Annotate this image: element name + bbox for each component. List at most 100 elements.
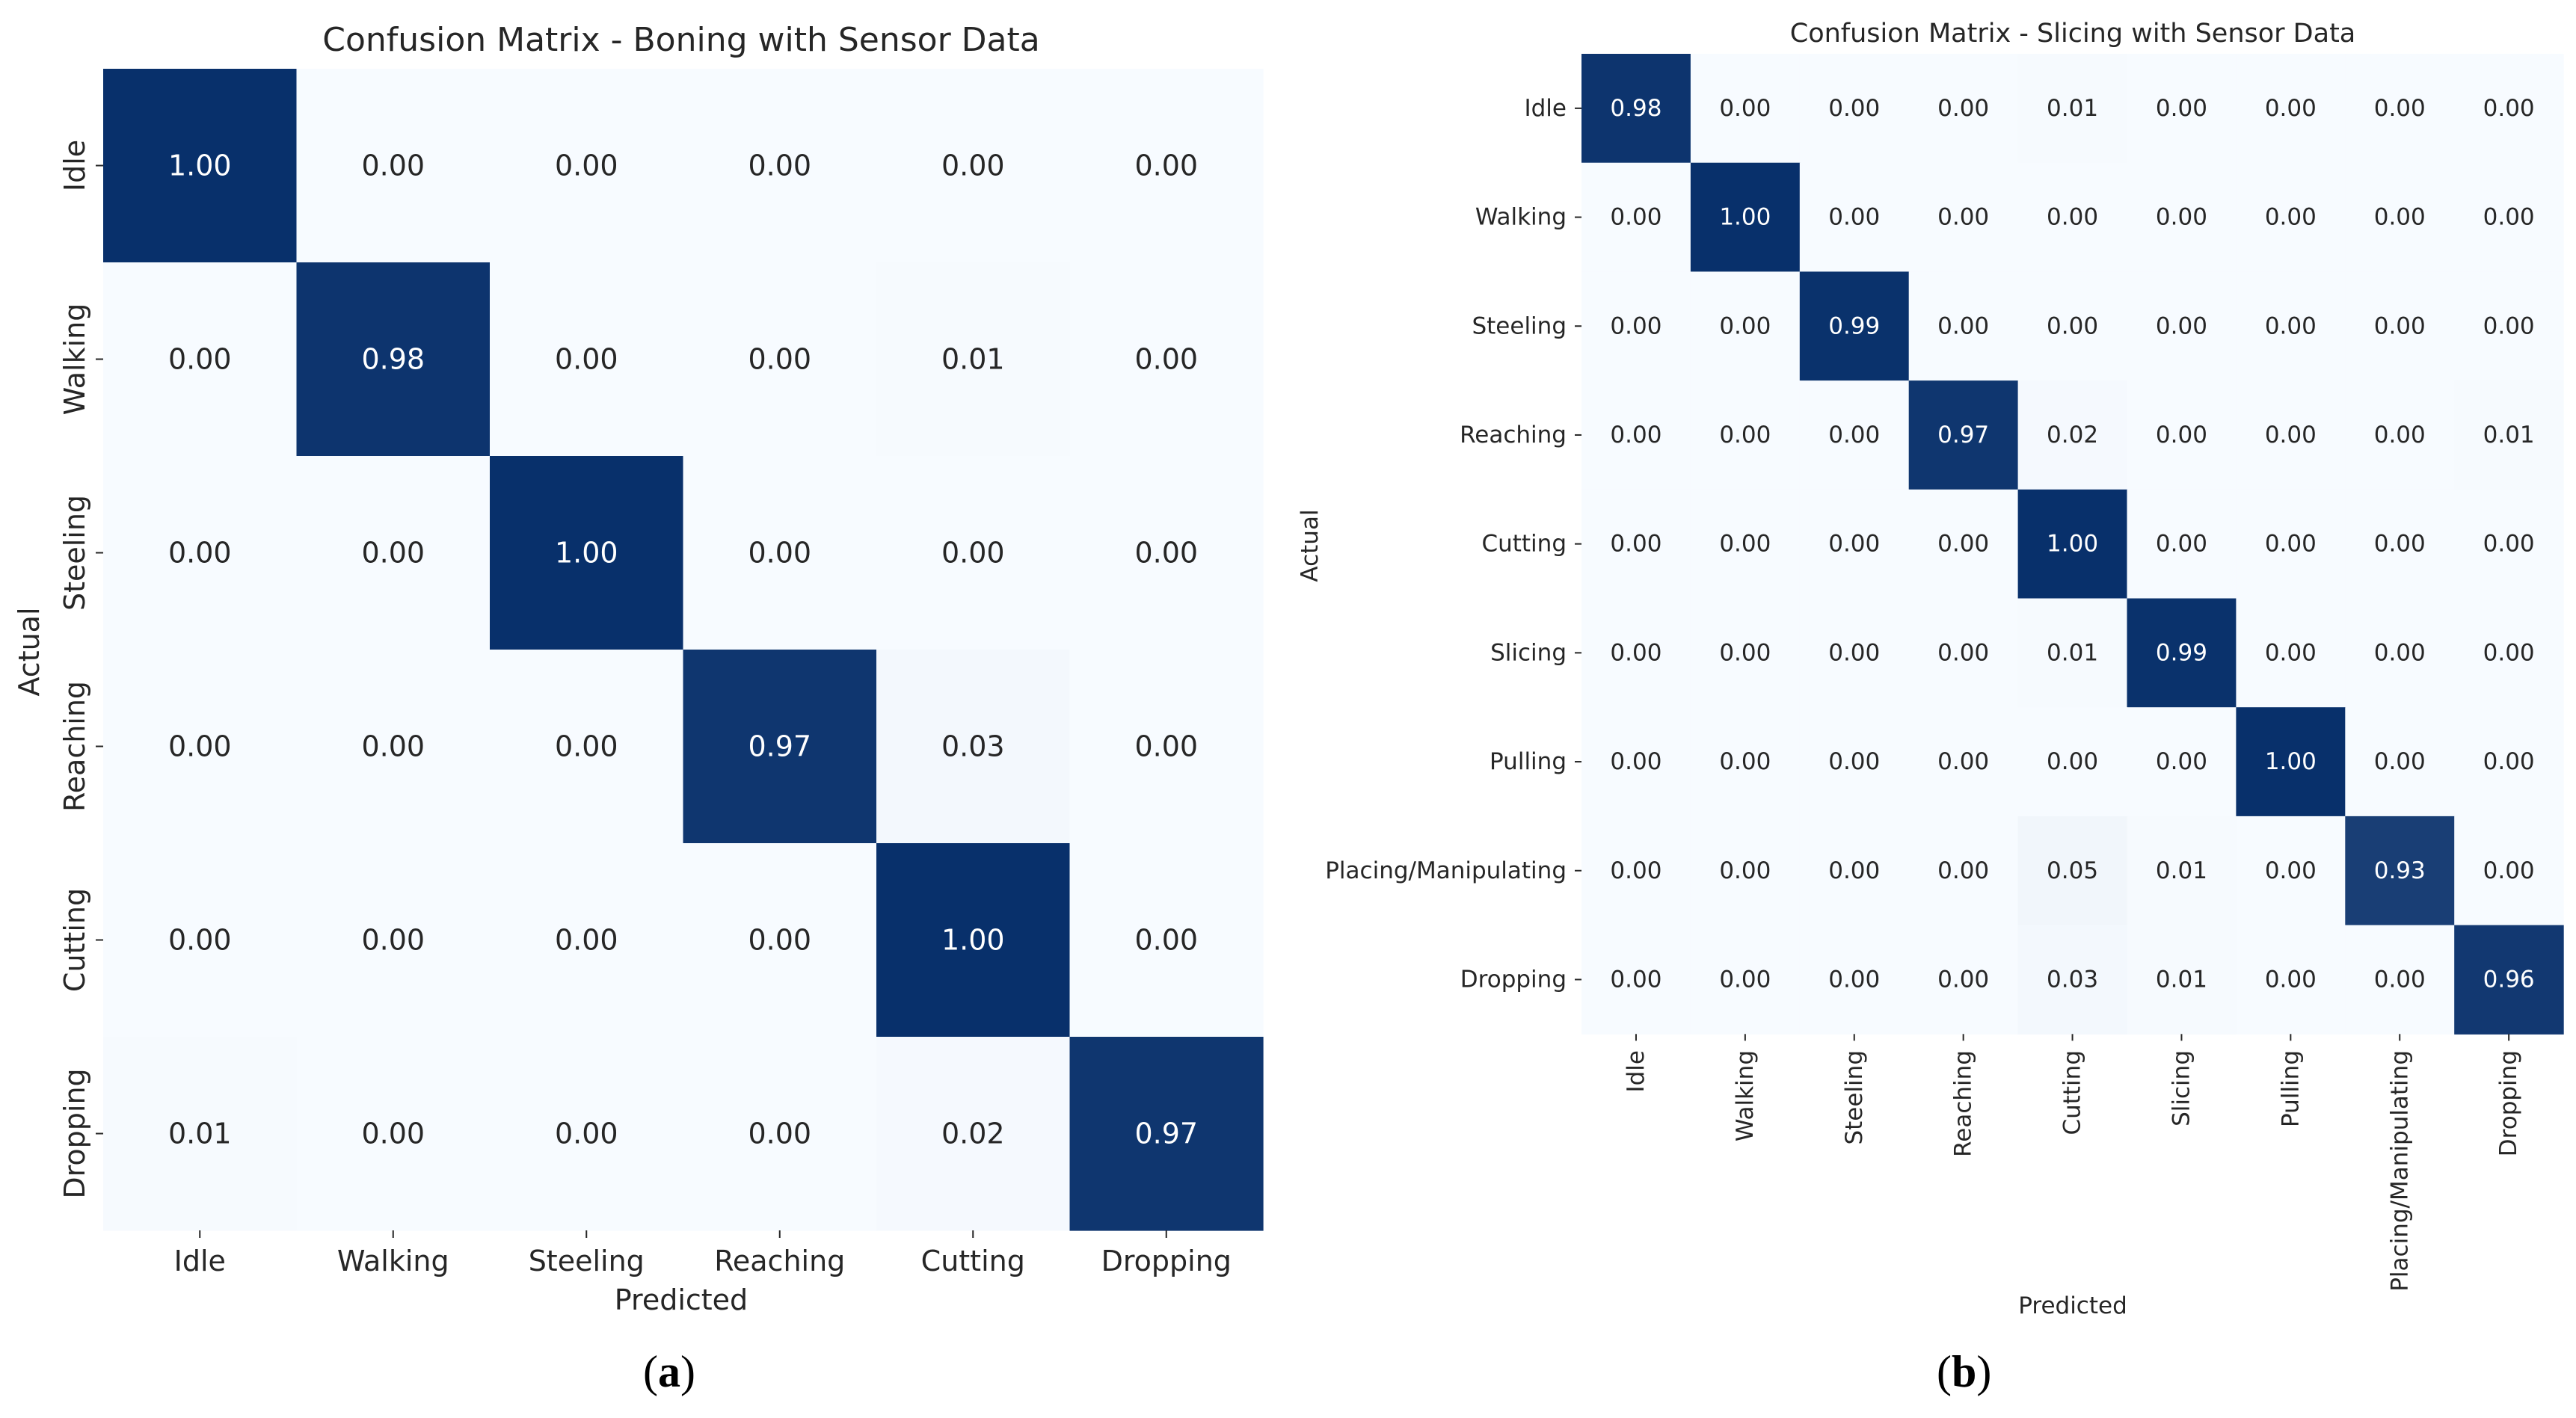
cell-value-label: 0.00 [1719, 312, 1771, 339]
panel-label: (b) [1937, 1347, 1991, 1396]
cell-value-label: 0.99 [2156, 639, 2207, 666]
cell-value-label: 0.00 [748, 924, 811, 957]
heatmap-cell [2454, 707, 2564, 817]
y-tick-label: Walking [1475, 204, 1567, 231]
heatmap-cell [1581, 271, 1691, 381]
heatmap-cell [1908, 54, 2019, 164]
heatmap-cell [2345, 816, 2455, 926]
cell-value-label: 1.00 [168, 149, 232, 182]
heatmap-cell [296, 843, 491, 1038]
cell-value-label: 0.00 [1719, 966, 1771, 993]
cell-value-label: 0.00 [2374, 95, 2426, 122]
y-tick-label: Pulling [1490, 748, 1567, 775]
cell-value-label: 0.01 [2047, 639, 2098, 666]
cell-value-label: 0.00 [748, 1118, 811, 1150]
heatmap-cell [2017, 162, 2128, 272]
x-tick-label: Idle [1623, 1050, 1650, 1093]
heatmap-cell [1069, 1037, 1264, 1231]
cell-value-label: 0.00 [361, 924, 425, 957]
heatmap-cell [1908, 162, 2019, 272]
heatmap-cell [2236, 162, 2346, 272]
heatmap-cell [1581, 707, 1691, 817]
cell-value-label: 0.00 [748, 537, 811, 570]
heatmap-cell [1690, 816, 1801, 926]
heatmap-cell [2454, 925, 2564, 1035]
heatmap-cell [2345, 598, 2455, 708]
heatmap-cell [1069, 650, 1264, 844]
x-tick-label: Cutting [921, 1245, 1025, 1277]
panel-label: (a) [643, 1347, 695, 1396]
y-tick-label: Cutting [58, 888, 91, 992]
heatmap-cell [2236, 54, 2346, 164]
heatmap-cell [2345, 162, 2455, 272]
cell-value-label: 0.00 [1134, 924, 1198, 957]
cell-value-label: 0.00 [2374, 422, 2426, 448]
cell-value-label: 0.00 [748, 343, 811, 376]
cell-value-label: 0.05 [2047, 857, 2098, 884]
cell-value-label: 0.00 [1610, 748, 1662, 775]
cell-value-label: 0.00 [168, 537, 232, 570]
heatmap-cell [1799, 925, 1910, 1035]
cell-value-label: 0.01 [2047, 95, 2098, 122]
heatmap-cell [103, 650, 298, 844]
cell-value-label: 0.00 [2156, 422, 2207, 448]
heatmap-cell [1799, 707, 1910, 817]
heatmap-cell [1908, 816, 2019, 926]
heatmap-cell [296, 456, 491, 650]
cell-value-label: 0.00 [1937, 639, 1989, 666]
heatmap-cell [1069, 262, 1264, 457]
heatmap-cell [1581, 489, 1691, 599]
cell-value-label: 0.00 [2374, 639, 2426, 666]
cell-value-label: 0.00 [555, 149, 618, 182]
panel-letter: a [658, 1347, 680, 1396]
heatmap-cell [1799, 598, 1910, 708]
cell-value-label: 1.00 [1719, 204, 1771, 231]
cell-value-label: 0.00 [361, 1118, 425, 1150]
heatmap-cell [490, 69, 684, 263]
cell-value-label: 0.00 [2265, 966, 2317, 993]
heatmap-cell [490, 843, 684, 1038]
y-tick-label: Slicing [1490, 639, 1567, 666]
cell-value-label: 0.00 [2265, 312, 2317, 339]
heatmap-cell [1799, 489, 1910, 599]
panel-letter: b [1952, 1347, 1976, 1396]
cell-value-label: 0.00 [2156, 531, 2207, 558]
cell-value-label: 0.00 [1719, 531, 1771, 558]
heatmap-cell [2345, 707, 2455, 817]
heatmap-cell [1799, 816, 1910, 926]
cell-value-label: 0.00 [1719, 422, 1771, 448]
heatmap-cell [1581, 380, 1691, 490]
cell-value-label: 0.00 [555, 1118, 618, 1150]
cell-value-label: 0.00 [1610, 639, 1662, 666]
y-tick-label: Placing/Manipulating [1325, 857, 1567, 884]
heatmap-cell [490, 262, 684, 457]
cell-value-label: 0.00 [1937, 857, 1989, 884]
heatmap-cell [2127, 598, 2237, 708]
heatmap-cell [2127, 489, 2237, 599]
cell-value-label: 0.00 [941, 149, 1005, 182]
cell-value-label: 0.00 [1828, 422, 1880, 448]
y-axis-label: Actual [1297, 509, 1324, 582]
cell-value-label: 0.00 [168, 343, 232, 376]
confusion-matrix-slicing: Confusion Matrix - Slicing with Sensor D… [1297, 19, 2564, 1396]
heatmap-cell [2454, 380, 2564, 490]
x-tick-label: Placing/Manipulating [2386, 1050, 2413, 1292]
heatmap-cell [1581, 598, 1691, 708]
cell-value-label: 0.00 [2265, 639, 2317, 666]
cell-value-label: 0.00 [2483, 95, 2535, 122]
cell-value-label: 0.01 [168, 1118, 232, 1150]
cell-value-label: 0.03 [2047, 966, 2098, 993]
heatmap-cell [2017, 380, 2128, 490]
heatmap-cell [1069, 69, 1264, 263]
cell-value-label: 0.00 [361, 537, 425, 570]
cell-value-label: 0.00 [555, 343, 618, 376]
heatmap-cell [2236, 271, 2346, 381]
y-tick-label: Walking [58, 303, 91, 416]
heatmap-cell [2454, 162, 2564, 272]
heatmap-cell [2017, 598, 2128, 708]
cell-value-label: 0.00 [941, 537, 1005, 570]
heatmap-cell [1908, 598, 2019, 708]
heatmap-cell [683, 69, 877, 263]
heatmap-cell [103, 1037, 298, 1231]
